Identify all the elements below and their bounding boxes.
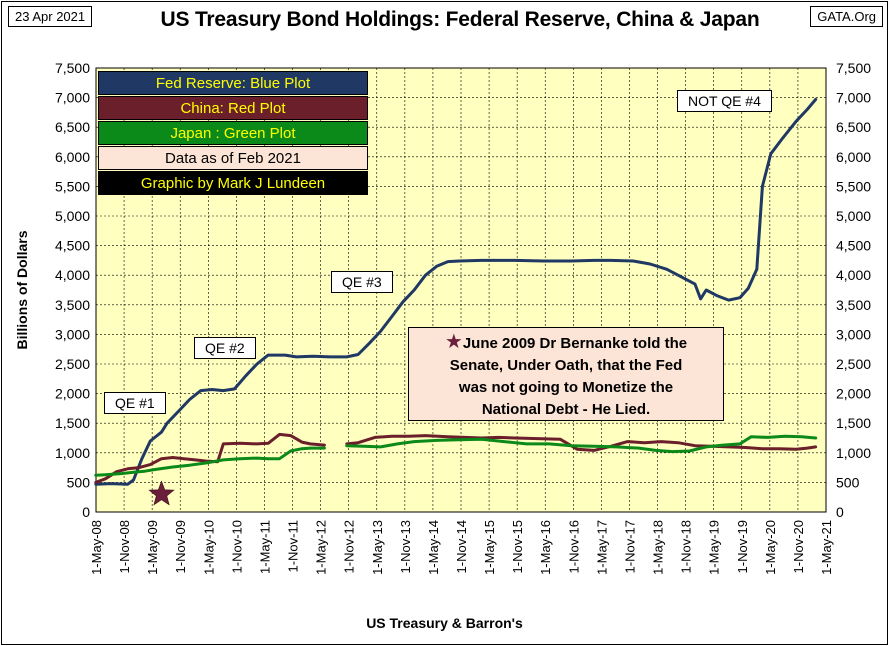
x-axis-label: US Treasury & Barron's <box>366 615 523 631</box>
series-line-fed-reserve <box>94 97 818 486</box>
x-tick-label: 1-May-17 <box>594 520 609 575</box>
y-tick-label-right: 0 <box>836 504 844 520</box>
y-tick-label-right: 4,500 <box>836 238 871 254</box>
x-tick-label: 1-Nov-13 <box>398 520 413 573</box>
y-tick-label-left: 6,000 <box>55 149 90 165</box>
x-tick-label: 1-May-09 <box>145 520 160 575</box>
y-tick-label-right: 6,000 <box>836 149 871 165</box>
y-tick-label-right: 5,500 <box>836 178 871 194</box>
y-tick-label-left: 2,000 <box>55 386 90 402</box>
y-tick-label-left: 7,000 <box>55 90 90 106</box>
x-tick-label: 1-Nov-12 <box>342 520 357 573</box>
series-line-japan <box>94 434 818 477</box>
y-tick-label-left: 3,500 <box>55 297 90 313</box>
y-tick-label-left: 7,500 <box>55 60 90 76</box>
x-tick-label: 1-Nov-19 <box>735 520 750 573</box>
x-tick-label: 1-May-14 <box>426 520 441 575</box>
x-tick-label: 1-May-15 <box>482 520 497 575</box>
x-tick-label: 1-May-13 <box>370 520 385 575</box>
y-tick-label-right: 5,000 <box>836 208 871 224</box>
y-tick-label-right: 7,500 <box>836 60 871 76</box>
y-tick-label-left: 4,000 <box>55 267 90 283</box>
x-tick-label: 1-May-16 <box>538 520 553 575</box>
x-tick-label: 1-Nov-18 <box>679 520 694 573</box>
x-tick-label: 1-May-12 <box>314 520 329 575</box>
y-tick-label-left: 0 <box>82 504 90 520</box>
y-tick-label-left: 6,500 <box>55 119 90 135</box>
y-tick-label-right: 3,000 <box>836 326 871 342</box>
y-tick-label-right: 2,500 <box>836 356 871 372</box>
y-tick-label-right: 7,000 <box>836 90 871 106</box>
x-tick-label: 1-May-08 <box>89 520 104 575</box>
annotation-qe4: NOT QE #4 <box>677 90 772 112</box>
annotation-qe1: QE #1 <box>104 392 166 414</box>
date-label: 23 Apr 2021 <box>8 6 93 27</box>
bernanke-line-2: Senate, Under Oath, that the Fed <box>449 357 683 374</box>
x-tick-label: 1-May-18 <box>651 520 666 575</box>
y-tick-label-right: 3,500 <box>836 297 871 313</box>
y-tick-label-left: 1,000 <box>55 445 90 461</box>
y-tick-label-left: 3,000 <box>55 326 90 342</box>
legend-entry: Fed Reserve: Blue Plot <box>98 71 368 95</box>
series-layer <box>94 97 818 486</box>
x-tick-label: 1-Nov-15 <box>510 520 525 573</box>
star-marker-icon <box>148 480 175 506</box>
y-tick-label-left: 5,000 <box>55 208 90 224</box>
x-tick-label: 1-Nov-08 <box>117 520 132 573</box>
y-tick-label-right: 500 <box>836 474 860 490</box>
legend-entry: Data as of Feb 2021 <box>98 146 368 170</box>
y-tick-label-left: 4,500 <box>55 238 90 254</box>
y-axis-left: 0 500 1,000 1,500 2,000 2,500 3,000 3,500 4,000 4… <box>55 60 90 520</box>
series-line-china <box>94 432 818 484</box>
annotation-qe3: QE #3 <box>331 271 393 293</box>
legend-entry: Japan : Green Plot <box>98 121 368 145</box>
annotation-qe2: QE #2 <box>194 337 256 359</box>
x-tick-label: 1-Nov-17 <box>622 520 637 573</box>
legend-entry: Graphic by Mark J Lundeen <box>98 171 368 195</box>
x-tick-label: 1-May-20 <box>763 520 778 575</box>
y-tick-label-right: 1,000 <box>836 445 871 461</box>
bernanke-annotation: ★June 2009 Dr Bernanke told the Senate, … <box>408 327 724 421</box>
x-tick-label: 1-May-19 <box>707 520 722 575</box>
bernanke-line-4: National Debt - He Lied. <box>481 401 651 418</box>
star-icon: ★ <box>444 331 463 353</box>
x-tick-label: 1-Nov-11 <box>286 520 301 573</box>
x-tick-label: 1-Nov-09 <box>173 520 188 573</box>
x-tick-label: 1-May-10 <box>201 520 216 575</box>
source-label: GATA.Org <box>810 6 883 27</box>
y-tick-label-left: 5,500 <box>55 178 90 194</box>
x-tick-label: 1-Nov-10 <box>229 520 244 573</box>
y-axis-right: 0 500 1,000 1,500 2,000 2,500 3,000 3,500 4,000 4… <box>836 60 871 520</box>
chart-title: US Treasury Bond Holdings: Federal Reser… <box>160 8 760 31</box>
star-layer <box>148 480 175 506</box>
bernanke-line-1: June 2009 Dr Bernanke told the <box>462 335 688 352</box>
x-tick-label: 1-May-11 <box>257 520 272 574</box>
y-tick-label-left: 500 <box>67 474 91 490</box>
x-axis: 1-May-08 1-Nov-08 1-May-09 1-Nov-09 1-May-10… <box>89 520 834 575</box>
x-tick-label: 1-Nov-16 <box>566 520 581 573</box>
y-tick-label-right: 6,500 <box>836 119 871 135</box>
y-tick-label-left: 2,500 <box>55 356 90 372</box>
legend-entry: China: Red Plot <box>98 96 368 120</box>
y-axis-label: Billions of Dollars <box>14 230 30 349</box>
x-tick-label: 1-May-21 <box>819 520 834 575</box>
x-tick-label: 1-Nov-20 <box>791 520 806 573</box>
y-tick-label-right: 1,500 <box>836 415 871 431</box>
y-tick-label-right: 4,000 <box>836 267 871 283</box>
y-tick-label-left: 1,500 <box>55 415 90 431</box>
bernanke-line-3: was not going to Monetize the <box>458 379 674 396</box>
y-tick-label-right: 2,000 <box>836 386 871 402</box>
x-tick-label: 1-Nov-14 <box>454 520 469 573</box>
